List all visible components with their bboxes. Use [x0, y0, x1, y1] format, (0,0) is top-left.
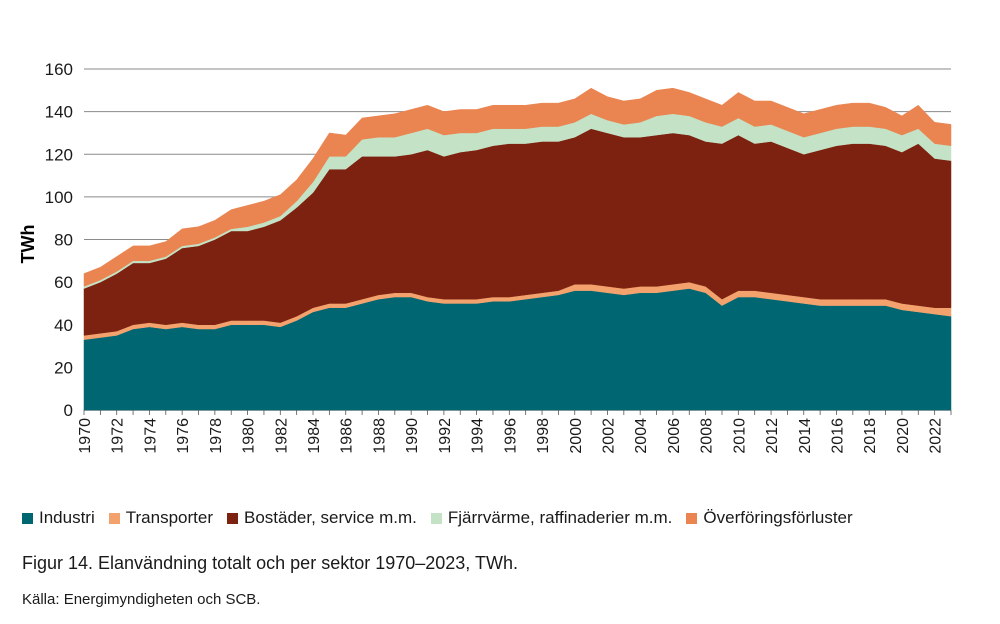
legend-item: Transporter: [108, 508, 213, 528]
x-tick-label: 2014: [797, 418, 814, 454]
x-tick-label: 1988: [371, 418, 388, 454]
x-tick-label: 1990: [404, 418, 421, 454]
y-tick-label: 80: [54, 231, 73, 250]
y-tick-label: 20: [54, 358, 73, 377]
x-tick-label: 2000: [568, 418, 585, 454]
legend-item: Överföringsförluster: [686, 508, 853, 528]
legend-swatch: [686, 512, 698, 524]
legend-item: Industri: [22, 508, 95, 528]
x-tick-label: 1980: [241, 418, 258, 454]
x-tick-label: 1992: [437, 418, 454, 454]
x-tick-label: 2020: [895, 418, 912, 454]
y-tick-label: 120: [45, 145, 73, 164]
legend-label: Överföringsförluster: [703, 508, 853, 527]
x-tick-label: 1982: [273, 418, 290, 454]
y-tick-label: 60: [54, 273, 73, 292]
y-tick-label: 0: [64, 401, 73, 420]
figure-source: Källa: Energimyndigheten och SCB.: [22, 591, 261, 608]
legend-label: Fjärrvärme, raffinaderier m.m.: [447, 508, 673, 527]
legend-swatch: [226, 512, 238, 524]
x-tick-label: 2016: [829, 418, 846, 454]
legend-label: Transporter: [125, 508, 213, 527]
x-tick-label: 1978: [208, 418, 225, 454]
stacked-areas: [83, 87, 952, 411]
area-series-4: [83, 87, 952, 287]
y-axis-label: TWh: [18, 225, 38, 264]
x-tick-label: 2008: [699, 418, 716, 454]
y-axis-ticks: 0 20 40 60 80 100 120 140 160: [45, 60, 73, 420]
legend-item: Fjärrvärme, raffinaderier m.m.: [430, 508, 673, 528]
x-tick-label: 1986: [339, 418, 356, 454]
legend-item: Bostäder, service m.m.: [226, 508, 417, 528]
figure-caption: Figur 14. Elanvändning totalt och per se…: [22, 553, 518, 573]
legend-swatch: [108, 512, 120, 524]
x-tick-label: 1974: [142, 418, 159, 454]
x-tick-label: 2010: [731, 418, 748, 454]
x-tick-label: 2002: [600, 418, 617, 454]
legend-swatch: [430, 512, 442, 524]
x-tick-label: 1996: [502, 418, 519, 454]
y-tick-label: 40: [54, 316, 73, 335]
x-tick-label: 1998: [535, 418, 552, 454]
x-tick-label: 2012: [764, 418, 781, 454]
x-tick-label: 1972: [110, 418, 127, 454]
x-tick-label: 2004: [633, 418, 650, 454]
y-tick-label: 160: [45, 60, 73, 79]
legend-label: Industri: [39, 508, 95, 527]
legend-swatch: [22, 512, 33, 524]
legend: Industri Transporter Bostäder, service m.m…: [22, 508, 853, 528]
x-tick-label: 1970: [77, 418, 94, 454]
x-tick-label: 1976: [175, 418, 192, 454]
x-tick-label: 1994: [470, 418, 487, 454]
y-tick-label: 100: [45, 188, 73, 207]
x-tick-label: 1984: [306, 418, 323, 454]
x-tick-label: 2006: [666, 418, 683, 454]
y-tick-label: 140: [45, 103, 73, 122]
x-tick-label: 2018: [862, 418, 879, 454]
legend-label: Bostäder, service m.m.: [243, 508, 417, 527]
x-tick-label: 2022: [928, 418, 945, 454]
x-axis-ticks: 1970 1972 1974 1976 1978 1980 1982 1984 1986 1988…: [77, 410, 952, 454]
